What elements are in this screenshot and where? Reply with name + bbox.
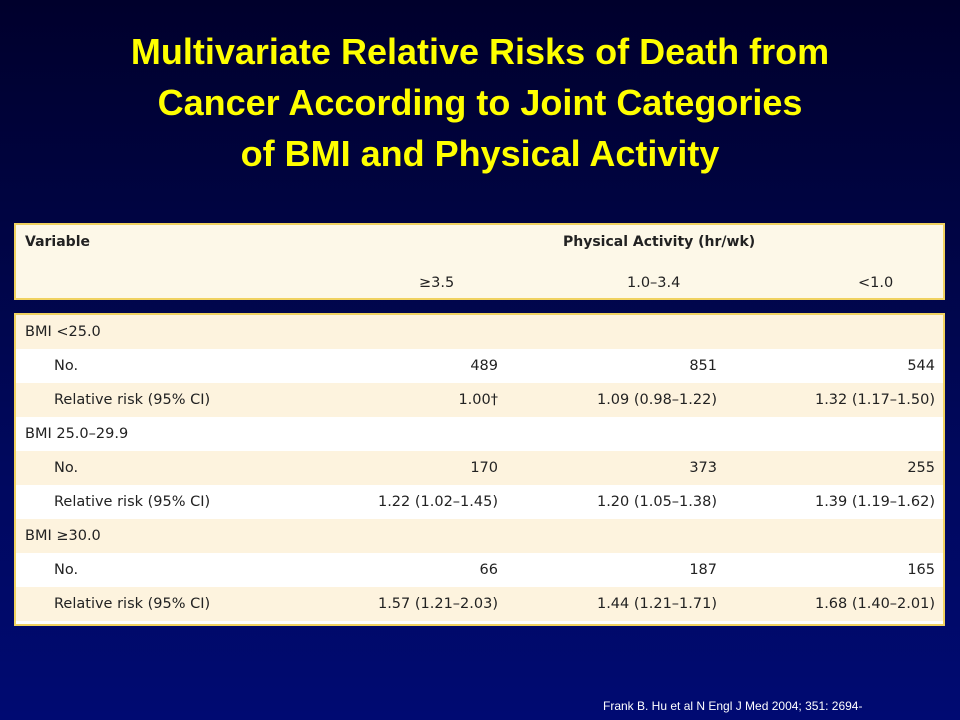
- row-label: No.: [54, 358, 79, 374]
- cell-high: 170: [470, 460, 498, 476]
- cell-high: 1.57 (1.21–2.03): [377, 596, 498, 612]
- row-label: BMI ≥30.0: [25, 528, 101, 544]
- cell-high: 489: [470, 358, 498, 374]
- cell-mid: 1.44 (1.21–1.71): [596, 596, 717, 612]
- row-label: No.: [54, 562, 79, 578]
- column-header-low: <1.0: [858, 275, 894, 291]
- cell-mid: 851: [689, 358, 717, 374]
- title-line-3: of BMI and Physical Activity: [240, 133, 720, 174]
- column-header-mid: 1.0–3.4: [627, 275, 681, 291]
- cell-mid: 187: [689, 562, 717, 578]
- cell-high: 1.22 (1.02–1.45): [377, 494, 498, 510]
- column-header-high: ≥3.5: [419, 275, 455, 291]
- cell-low: 255: [907, 460, 935, 476]
- variable-header: Variable: [25, 234, 90, 250]
- row-label: BMI <25.0: [25, 324, 101, 340]
- cell-mid: 1.09 (0.98–1.22): [596, 392, 717, 408]
- title-line-1: Multivariate Relative Risks of Death fro…: [130, 31, 830, 72]
- table-row: BMI <25.0: [16, 315, 943, 349]
- table-row: BMI ≥30.0: [16, 519, 943, 553]
- title-line-2: Cancer According to Joint Categories: [157, 82, 803, 123]
- table-row: Relative risk (95% CI) 1.22 (1.02–1.45) …: [16, 485, 943, 519]
- row-label: Relative risk (95% CI): [54, 596, 211, 612]
- slide-title: Multivariate Relative Risks of Death fro…: [0, 26, 960, 179]
- table-body: BMI <25.0 No. 489 851 544 Relative risk …: [14, 313, 945, 626]
- cell-low: 165: [907, 562, 935, 578]
- cell-mid: 373: [689, 460, 717, 476]
- cell-low: 1.32 (1.17–1.50): [814, 392, 935, 408]
- cell-low: 1.39 (1.19–1.62): [814, 494, 935, 510]
- physical-activity-header: Physical Activity (hr/wk): [563, 234, 756, 250]
- row-label: Relative risk (95% CI): [54, 392, 211, 408]
- table-row: No. 170 373 255: [16, 451, 943, 485]
- table-row: No. 489 851 544: [16, 349, 943, 383]
- row-label: BMI 25.0–29.9: [25, 426, 129, 442]
- citation: Frank B. Hu et al N Engl J Med 2004; 351…: [603, 699, 863, 713]
- table-row: Relative risk (95% CI) 1.00† 1.09 (0.98–…: [16, 383, 943, 417]
- cell-mid: 1.20 (1.05–1.38): [596, 494, 717, 510]
- table-header: Variable Physical Activity (hr/wk) ≥3.5 …: [14, 223, 945, 300]
- row-label: No.: [54, 460, 79, 476]
- cell-high: 1.00†: [458, 392, 498, 408]
- cell-high: 66: [479, 562, 498, 578]
- table-row: Relative risk (95% CI) 1.57 (1.21–2.03) …: [16, 587, 943, 621]
- table-row: No. 66 187 165: [16, 553, 943, 587]
- cell-low: 1.68 (1.40–2.01): [814, 596, 935, 612]
- table-row: BMI 25.0–29.9: [16, 417, 943, 451]
- row-label: Relative risk (95% CI): [54, 494, 211, 510]
- cell-low: 544: [907, 358, 935, 374]
